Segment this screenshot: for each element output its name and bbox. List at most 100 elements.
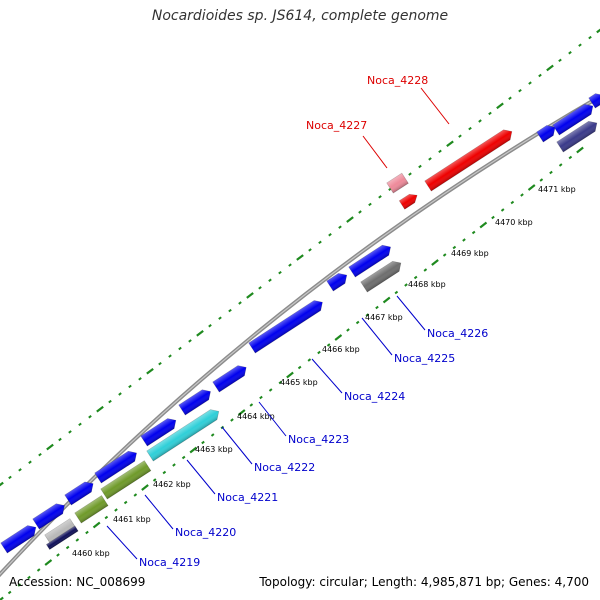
gene-blue-6: [178, 389, 211, 416]
gene-label: Noca_4226: [427, 327, 488, 340]
inner-ruler-tick: [268, 388, 273, 392]
outer-ruler-tick: [428, 157, 432, 161]
outer-ruler-tick: [338, 225, 342, 229]
inner-ruler-tick: [375, 305, 379, 310]
outer-ruler-tick: [258, 286, 262, 290]
inner-ruler-tick: [0, 596, 4, 600]
inner-ruler-tick: [141, 484, 149, 491]
inner-ruler-tick: [36, 568, 41, 572]
outer-ruler-tick: [208, 324, 212, 328]
outer-ruler-tick: [508, 96, 512, 100]
inner-ruler-tick: [92, 521, 101, 529]
inner-ruler-tick: [355, 320, 360, 325]
outer-ruler-tick: [46, 443, 54, 451]
tick-label: 4465 kbp: [280, 378, 318, 387]
inner-ruler-tick: [249, 403, 254, 407]
leader-line: [258, 401, 287, 437]
inner-ruler-tick: [549, 170, 553, 175]
inner-ruler-tick: [114, 508, 118, 512]
gene-blue-3: [64, 481, 94, 506]
inner-ruler-tick: [7, 590, 12, 595]
gene-blue-9: [326, 273, 348, 292]
inner-ruler-tick: [365, 313, 370, 317]
gene-noca-4221: [100, 460, 152, 500]
gene-blue-1-shade: [0, 525, 36, 554]
outer-ruler-tick: [458, 134, 462, 138]
outer-ruler-tick: [496, 102, 504, 110]
outer-ruler-tick: [588, 35, 592, 40]
outer-ruler-tick: [578, 43, 582, 47]
inner-ruler-tick: [431, 259, 439, 266]
tick-label: 4461 kbp: [113, 515, 151, 524]
inner-ruler-tick: [237, 409, 246, 416]
inner-ruler-tick: [172, 463, 176, 467]
gene-blue-1: [0, 525, 37, 554]
inner-ruler-tick: [462, 238, 466, 242]
gene-noca-4228: [424, 129, 513, 192]
outer-ruler-tick: [218, 316, 222, 320]
gene-blue-4-shade: [94, 451, 137, 484]
inner-ruler-tick: [520, 193, 524, 197]
inner-ruler-tick: [56, 553, 60, 557]
gene-noca-4228-shade: [424, 129, 512, 192]
outer-ruler-tick: [88, 415, 92, 419]
gene-noca-4227-pink: [386, 172, 409, 194]
inner-ruler-tick: [558, 163, 563, 167]
outer-ruler-tick: [268, 278, 272, 282]
outer-ruler-tick: [118, 392, 122, 396]
outer-ruler-tick: [328, 233, 332, 237]
gene-noca-4222: [146, 409, 220, 462]
outer-ruler-tick: [296, 254, 304, 261]
inner-ruler-tick: [500, 208, 505, 212]
inner-ruler-tick: [85, 530, 89, 535]
leader-line: [106, 525, 138, 560]
inner-ruler-tick: [334, 334, 343, 341]
outer-ruler-tick: [278, 270, 282, 275]
outer-ruler-tick: [78, 422, 82, 427]
gene-blue-6-shade: [178, 389, 211, 416]
inner-ruler-tick: [27, 575, 31, 580]
outer-ruler-tick: [138, 377, 142, 381]
gene-navy-right-shade: [556, 121, 597, 153]
gene-blue-4: [94, 450, 137, 484]
tick-label: 4462 kbp: [153, 480, 191, 489]
outer-ruler-tick: [228, 308, 232, 313]
tick-label: 4466 kbp: [322, 345, 360, 354]
leader-line: [311, 358, 343, 394]
inner-ruler-tick: [382, 296, 391, 304]
inner-ruler-tick: [510, 200, 515, 205]
tick-label: 4463 kbp: [195, 445, 233, 454]
gene-noca-4226: [360, 260, 402, 293]
inner-ruler-tick: [162, 470, 167, 475]
inner-ruler-tick: [346, 328, 350, 332]
gene-label: Noca_4227: [306, 119, 367, 132]
gene-blue-8: [248, 300, 323, 354]
gene-noca-4220: [74, 495, 109, 524]
outer-ruler-tick: [358, 210, 362, 214]
inner-ruler-tick: [479, 221, 488, 229]
outer-ruler-tick: [128, 384, 132, 389]
outer-ruler-tick: [96, 405, 104, 413]
outer-ruler-tick: [368, 202, 372, 207]
inner-ruler-tick: [210, 433, 215, 437]
inner-ruler-tick: [527, 184, 536, 191]
inner-ruler-tick: [568, 155, 573, 160]
map-title: Nocardioides sp. JS614, complete genome: [151, 8, 449, 24]
inner-ruler-tick: [307, 358, 312, 362]
inner-ruler-tick: [104, 515, 109, 520]
inner-ruler-tick: [413, 275, 418, 280]
outer-ruler-tick: [346, 216, 354, 223]
gene-blue-11: [536, 125, 556, 143]
outer-ruler-tick: [568, 51, 572, 55]
gene-navy-right: [556, 120, 598, 153]
outer-ruler-tick: [0, 481, 4, 487]
outer-ruler-tick: [68, 430, 72, 434]
outer-ruler-tick: [528, 81, 532, 85]
gene-noca-4219-dark: [45, 525, 79, 550]
inner-ruler-tick: [133, 493, 138, 497]
outer-ruler-tick: [178, 346, 182, 351]
inner-ruler-tick: [17, 583, 22, 587]
outer-ruler-tick: [318, 240, 322, 245]
gene-noca-4226-shade: [360, 261, 401, 293]
inner-ruler-tick: [201, 440, 205, 445]
